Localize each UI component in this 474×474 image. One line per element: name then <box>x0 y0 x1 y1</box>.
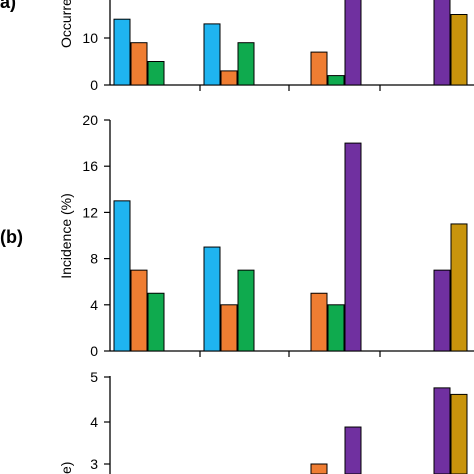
y-tick-label: 0 <box>90 77 98 93</box>
panel-a: (a) Occurrence 0 10 <box>0 0 474 93</box>
bar-green <box>147 292 165 352</box>
bar-gold <box>450 223 468 352</box>
y-tick-label: 5 <box>90 369 98 385</box>
y-tick-label: 4 <box>90 297 98 313</box>
panel-b-label: (b) <box>0 227 23 247</box>
bar-purple <box>433 0 451 86</box>
panel-c-ylabel: e) <box>58 462 74 474</box>
bar-purple <box>433 269 451 352</box>
bar-orange <box>310 463 328 474</box>
panel-a-ylabel: Occurrence <box>58 0 74 48</box>
bar-orange <box>220 70 238 86</box>
bar-orange <box>310 292 328 352</box>
panel-a-label: (a) <box>0 0 16 12</box>
bar-orange <box>130 42 148 86</box>
bar-purple <box>344 142 362 352</box>
panel-c: e) 3 4 5 <box>58 369 468 474</box>
bar-green <box>327 304 345 352</box>
bar-blue <box>113 18 131 86</box>
bar-orange <box>220 304 238 352</box>
bar-gold <box>450 14 468 86</box>
bar-gold <box>450 393 468 474</box>
bar-green <box>237 269 255 352</box>
y-tick-label: 8 <box>90 251 98 267</box>
bar-green <box>147 61 165 86</box>
y-tick-label: 0 <box>90 343 98 359</box>
y-tick-label: 20 <box>82 112 98 128</box>
bar-green <box>327 75 345 86</box>
bar-blue <box>203 23 221 86</box>
bar-green <box>237 42 255 86</box>
bar-blue <box>113 200 131 352</box>
y-tick-label: 3 <box>90 456 98 472</box>
y-tick-label: 10 <box>82 30 98 46</box>
bar-orange <box>310 51 328 86</box>
panel-b: (b) Incidence (%) 0 4 8 12 16 20 <box>0 112 474 359</box>
bar-purple <box>433 387 451 474</box>
bar-orange <box>130 269 148 352</box>
y-tick-label: 12 <box>82 204 98 220</box>
y-tick-label: 16 <box>82 158 98 174</box>
bar-purple <box>344 0 362 86</box>
y-tick-label: 4 <box>90 414 98 430</box>
bar-purple <box>344 426 362 474</box>
panel-b-ylabel: Incidence (%) <box>58 193 74 279</box>
bar-blue <box>203 246 221 352</box>
